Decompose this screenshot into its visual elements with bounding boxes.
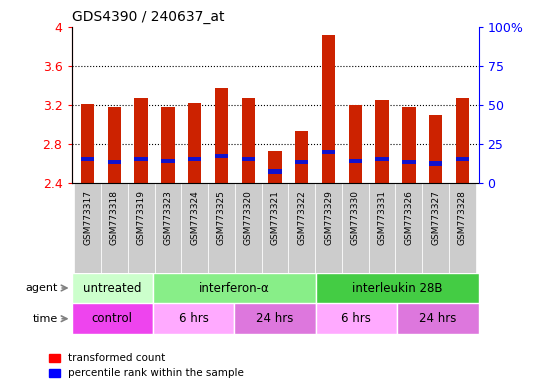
Text: time: time <box>32 314 58 324</box>
Bar <box>153 303 234 334</box>
Bar <box>449 183 476 273</box>
Bar <box>74 183 101 273</box>
Text: GSM773326: GSM773326 <box>404 190 414 245</box>
Bar <box>128 183 155 273</box>
Bar <box>72 303 153 334</box>
Bar <box>429 162 442 166</box>
Bar <box>182 183 208 273</box>
Text: GSM773328: GSM773328 <box>458 190 467 245</box>
Bar <box>268 151 282 183</box>
Text: control: control <box>92 312 133 325</box>
Bar <box>153 273 316 303</box>
Bar <box>188 103 201 183</box>
Bar <box>395 183 422 273</box>
Text: GSM773317: GSM773317 <box>83 190 92 245</box>
Bar <box>262 183 288 273</box>
Text: GSM773327: GSM773327 <box>431 190 440 245</box>
Text: GSM773318: GSM773318 <box>110 190 119 245</box>
Text: GSM773320: GSM773320 <box>244 190 252 245</box>
Text: GSM773323: GSM773323 <box>163 190 172 245</box>
Bar <box>208 183 235 273</box>
Bar <box>161 107 174 183</box>
Bar <box>155 183 182 273</box>
Bar <box>376 100 389 183</box>
Bar <box>295 159 309 164</box>
Bar <box>268 169 282 174</box>
Bar <box>456 98 469 183</box>
Text: GSM773329: GSM773329 <box>324 190 333 245</box>
Bar <box>134 98 148 183</box>
Bar <box>214 154 228 158</box>
Bar <box>402 159 416 164</box>
Text: untreated: untreated <box>83 281 141 295</box>
Bar <box>322 150 336 154</box>
Bar <box>316 273 478 303</box>
Text: GSM773322: GSM773322 <box>298 190 306 245</box>
Legend: transformed count, percentile rank within the sample: transformed count, percentile rank withi… <box>49 353 244 378</box>
Bar <box>108 159 121 164</box>
Text: GSM773324: GSM773324 <box>190 190 199 245</box>
Bar <box>397 303 478 334</box>
Text: GSM773321: GSM773321 <box>271 190 279 245</box>
Bar <box>456 157 469 161</box>
Bar <box>402 107 416 183</box>
Bar <box>349 105 362 183</box>
Text: agent: agent <box>25 283 58 293</box>
Bar <box>295 131 309 183</box>
Bar <box>235 183 262 273</box>
Bar <box>234 303 316 334</box>
Text: interleukin 28B: interleukin 28B <box>352 281 442 295</box>
Text: 6 hrs: 6 hrs <box>342 312 371 325</box>
Text: 24 hrs: 24 hrs <box>256 312 294 325</box>
Bar <box>134 157 148 161</box>
Bar <box>368 183 395 273</box>
Bar <box>81 104 94 183</box>
Text: GSM773330: GSM773330 <box>351 190 360 245</box>
Bar <box>214 88 228 183</box>
Bar <box>349 159 362 163</box>
Bar <box>342 183 369 273</box>
Text: GSM773325: GSM773325 <box>217 190 226 245</box>
Bar <box>188 157 201 161</box>
Bar <box>376 157 389 161</box>
Text: GSM773319: GSM773319 <box>136 190 146 245</box>
Text: 24 hrs: 24 hrs <box>419 312 456 325</box>
Text: GDS4390 / 240637_at: GDS4390 / 240637_at <box>72 10 224 25</box>
Bar <box>81 157 94 161</box>
Bar <box>108 107 121 183</box>
Bar <box>422 183 449 273</box>
Text: interferon-α: interferon-α <box>199 281 270 295</box>
Text: 6 hrs: 6 hrs <box>179 312 208 325</box>
Text: GSM773331: GSM773331 <box>378 190 387 245</box>
Bar <box>241 157 255 161</box>
Bar <box>288 183 315 273</box>
Bar <box>101 183 128 273</box>
Bar <box>322 35 336 183</box>
Bar <box>72 273 153 303</box>
Bar <box>315 183 342 273</box>
Bar <box>316 303 397 334</box>
Bar <box>429 115 442 183</box>
Bar <box>161 159 174 163</box>
Bar <box>241 98 255 183</box>
